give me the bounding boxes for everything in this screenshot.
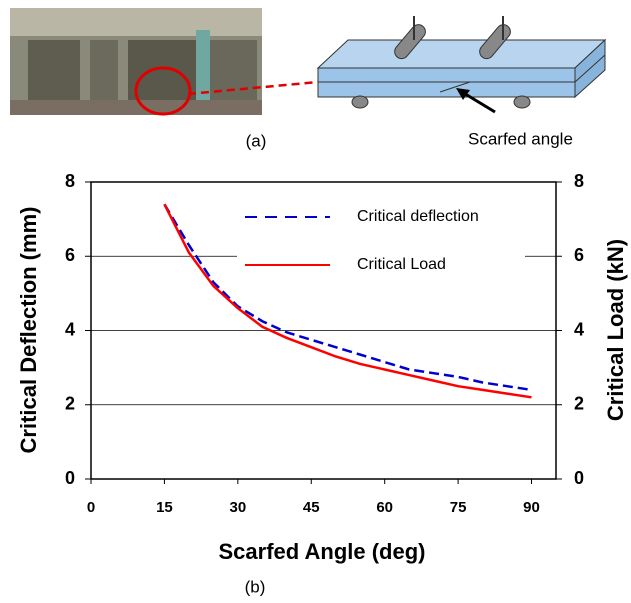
y2-tick-label: 8 bbox=[574, 171, 584, 191]
series-line bbox=[163, 203, 532, 392]
annotation: Scarfed angle bbox=[468, 129, 573, 148]
beam-diagram bbox=[316, 16, 607, 109]
y-tick-label: 8 bbox=[65, 171, 75, 191]
y-tick-label: 4 bbox=[65, 319, 75, 339]
panel-label: (a) bbox=[246, 131, 267, 150]
y-tick-label: 2 bbox=[65, 394, 75, 414]
series-line bbox=[163, 203, 532, 399]
x-tick-label: 75 bbox=[450, 499, 467, 516]
legend-label: Critical deflection bbox=[357, 208, 479, 225]
photo bbox=[10, 8, 262, 116]
y2-tick-label: 2 bbox=[574, 394, 584, 414]
panel-label: (b) bbox=[245, 577, 266, 596]
y2-tick-label: 4 bbox=[574, 319, 584, 339]
y-tick-label: 6 bbox=[65, 245, 75, 265]
x-tick-label: 60 bbox=[376, 499, 393, 516]
legend-box bbox=[237, 198, 525, 282]
arrow bbox=[461, 90, 496, 114]
y2-tick-label: 0 bbox=[574, 468, 584, 488]
x-tick-label: 15 bbox=[156, 499, 173, 516]
y-tick-label: 0 bbox=[65, 468, 75, 488]
legend-label: Critical Load bbox=[357, 256, 446, 273]
y2-axis-title: Critical Load (kN) bbox=[603, 239, 628, 421]
x-tick-label: 0 bbox=[87, 499, 95, 516]
x-tick-label: 45 bbox=[303, 499, 320, 516]
arrow-head bbox=[456, 88, 470, 100]
plot-frame bbox=[90, 181, 557, 480]
y-axis-title: Critical Deflection (mm) bbox=[16, 207, 41, 454]
leader-line bbox=[187, 80, 319, 96]
x-tick-label: 30 bbox=[229, 499, 246, 516]
x-tick-label: 90 bbox=[523, 499, 540, 516]
x-axis-title: Scarfed Angle (deg) bbox=[219, 539, 426, 564]
y2-tick-label: 6 bbox=[574, 245, 584, 265]
